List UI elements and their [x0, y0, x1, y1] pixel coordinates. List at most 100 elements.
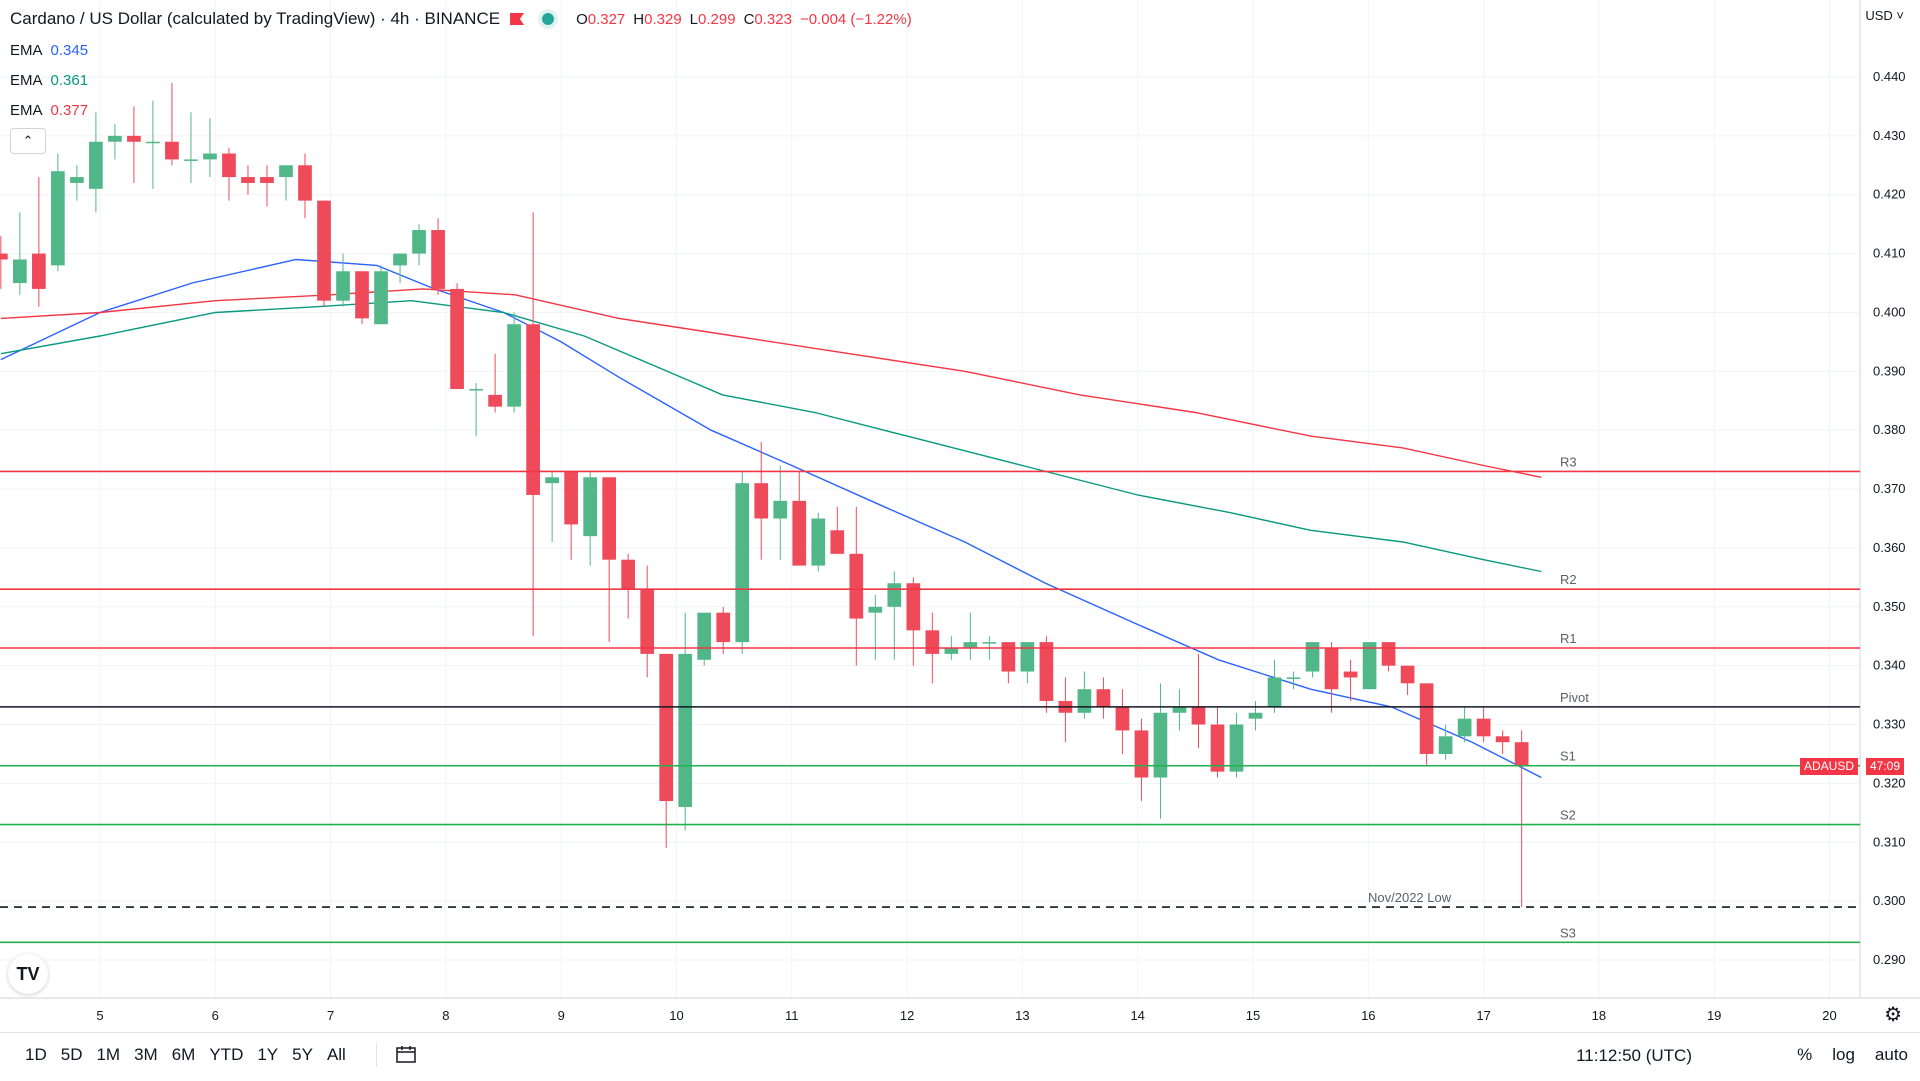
candle-body [792, 500, 807, 566]
candle-body [127, 135, 141, 142]
flag-icon[interactable] [510, 13, 525, 25]
candle-body [1020, 642, 1035, 672]
candle-body [1305, 642, 1320, 672]
candle-body [279, 165, 293, 178]
bottom-toolbar: 1D 5D 1M 3M 6M YTD 1Y 5Y All 11:12:50 (U… [0, 1032, 1920, 1081]
candle-body [1362, 642, 1377, 690]
candle-body [393, 253, 407, 266]
utc-clock[interactable]: 11:12:50 (UTC) [1576, 1046, 1692, 1065]
range-all[interactable]: All [326, 1045, 346, 1064]
level-label: R3 [1560, 454, 1577, 469]
price-tick-label: 0.300 [1873, 893, 1906, 908]
toolbar-divider [376, 1043, 377, 1067]
tradingview-logo-icon[interactable]: TV [8, 954, 48, 994]
candle-body [849, 553, 864, 619]
time-tick-label: 5 [96, 1008, 103, 1023]
candle-body [241, 177, 255, 183]
time-tick-label: 12 [900, 1008, 914, 1023]
currency-selector[interactable]: USD ˅ [1865, 8, 1904, 23]
ema-line [0, 288, 1542, 478]
level-label: Pivot [1560, 690, 1589, 705]
candle-body [1248, 712, 1263, 719]
candle-body [1457, 718, 1472, 737]
candle-body [906, 583, 921, 631]
candle-body [450, 288, 464, 389]
level-label: Nov/2022 Low [1368, 890, 1452, 905]
candle-body [659, 653, 674, 802]
chevron-up-icon: ⌃ [22, 133, 34, 148]
level-label: R1 [1560, 631, 1577, 646]
gear-icon[interactable]: ⚙ [1884, 1004, 1902, 1026]
range-1y[interactable]: 1Y [257, 1045, 279, 1064]
candle-body [1172, 706, 1187, 713]
range-5y[interactable]: 5Y [292, 1045, 313, 1064]
candle-body [1153, 712, 1168, 778]
candle-body [336, 271, 350, 301]
candle-body [602, 477, 617, 560]
candle-body [925, 630, 940, 654]
level-label: R2 [1560, 572, 1577, 587]
candle-body [868, 606, 883, 613]
candle-body [488, 394, 502, 407]
price-tick-label: 0.390 [1873, 363, 1906, 378]
percent-scale-toggle[interactable]: % [1797, 1045, 1813, 1064]
market-status-icon[interactable] [542, 13, 555, 25]
candle-body [1476, 718, 1491, 737]
price-tick-label: 0.350 [1873, 599, 1906, 614]
candle-body [1343, 671, 1358, 678]
price-tick-label: 0.440 [1873, 69, 1906, 84]
time-tick-label: 8 [442, 1008, 449, 1023]
candle-body [697, 612, 712, 660]
time-tick-label: 18 [1592, 1008, 1606, 1023]
candle-body [1495, 736, 1510, 743]
candle-body [203, 153, 217, 160]
time-tick-label: 17 [1476, 1008, 1490, 1023]
log-scale-toggle[interactable]: log [1832, 1045, 1855, 1064]
chevron-down-icon: ˅ [1896, 8, 1904, 23]
candle-body [754, 483, 769, 519]
candle-body [1286, 677, 1301, 679]
time-tick-label: 10 [669, 1008, 683, 1023]
candle-body [735, 483, 750, 643]
range-1d[interactable]: 1D [25, 1045, 47, 1064]
candle-body [355, 271, 369, 319]
candle-body [260, 177, 274, 183]
level-label: S2 [1560, 808, 1576, 823]
price-tick-label: 0.380 [1873, 422, 1906, 437]
level-label: S3 [1560, 925, 1576, 940]
candle-body [507, 324, 521, 407]
candle-body [1419, 683, 1434, 754]
ema-legend-1[interactable]: EMA 0.345 [10, 42, 89, 59]
price-chart[interactable]: 0.290 0.300 0.310 0.320 0.330 0.340 0.350 0.360… [0, 0, 1920, 1032]
range-6m[interactable]: 6M [171, 1045, 196, 1064]
collapse-legend-button[interactable]: ⌃ [10, 128, 46, 154]
price-tick-label: 0.370 [1873, 481, 1906, 496]
ema-legend-3[interactable]: EMA 0.377 [10, 102, 89, 119]
range-5d[interactable]: 5D [60, 1045, 83, 1064]
time-tick-label: 15 [1246, 1008, 1260, 1023]
time-tick-label: 9 [558, 1008, 565, 1023]
ema-line [0, 258, 1542, 779]
candle-body [1514, 742, 1529, 766]
candle-body [469, 388, 483, 391]
range-ytd[interactable]: YTD [209, 1045, 244, 1064]
calendar-icon[interactable] [396, 1045, 416, 1063]
candle-body [1096, 689, 1111, 707]
range-3m[interactable]: 3M [134, 1045, 158, 1064]
candle-body [982, 642, 997, 644]
candle-body [564, 471, 578, 525]
candle-body [1438, 736, 1453, 754]
candle-body [640, 589, 655, 654]
range-1m[interactable]: 1M [96, 1045, 121, 1064]
candle-body [811, 518, 826, 566]
candle-body [716, 612, 731, 643]
time-tick-label: 19 [1707, 1008, 1721, 1023]
price-tick-label: 0.290 [1873, 952, 1906, 967]
auto-scale-toggle[interactable]: auto [1874, 1045, 1908, 1064]
ema-legend-2[interactable]: EMA 0.361 [10, 72, 89, 89]
candle-body [51, 171, 65, 266]
candle-body [1381, 642, 1396, 666]
price-tick-label: 0.420 [1873, 187, 1906, 202]
candle-body [146, 141, 160, 144]
price-tick-label: 0.360 [1873, 540, 1906, 555]
